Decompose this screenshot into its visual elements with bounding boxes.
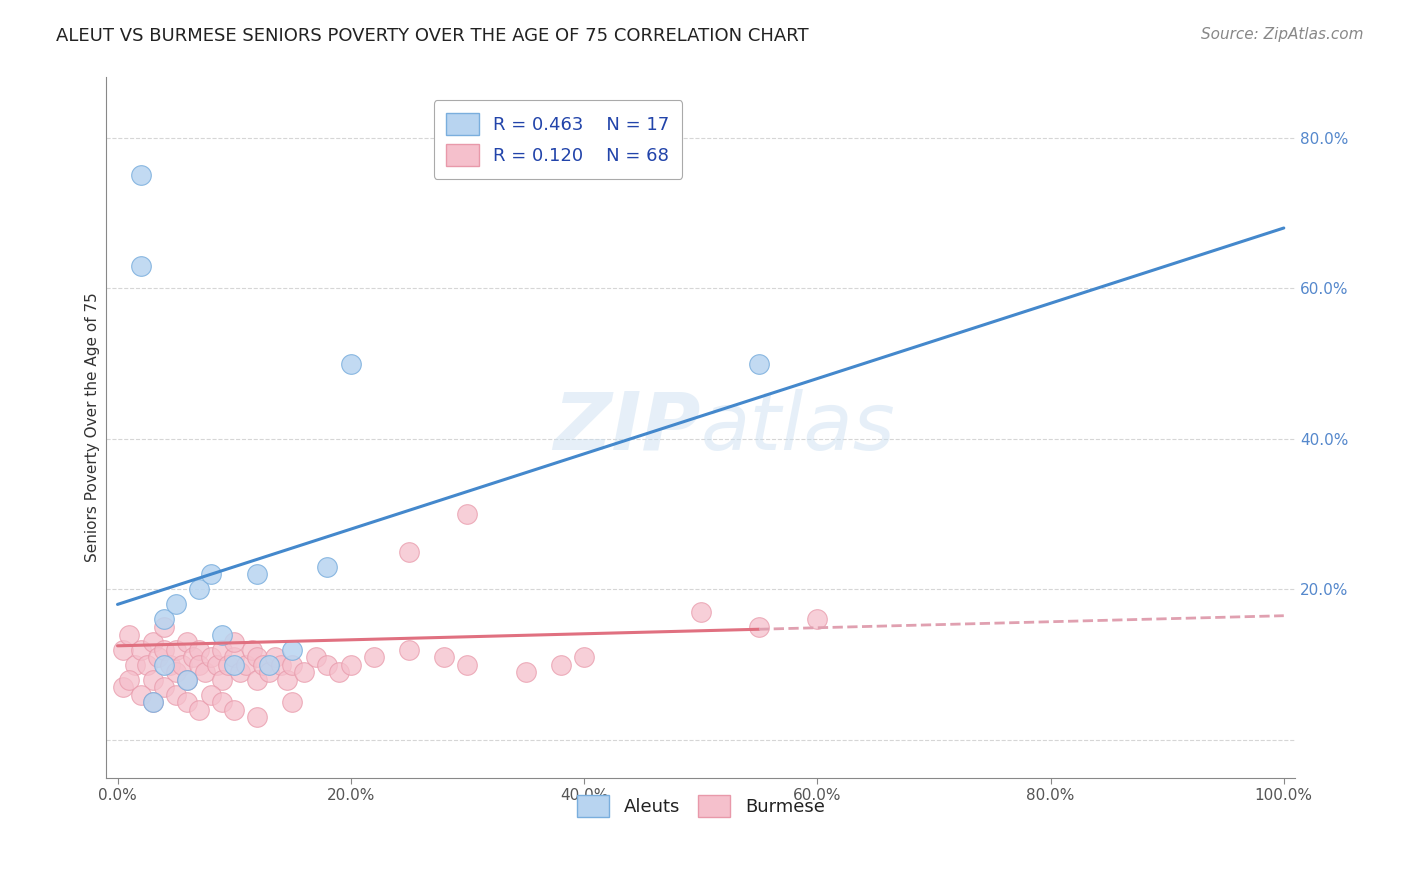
Point: [257, 657, 280, 672]
Point: [456, 657, 478, 672]
Point: [188, 657, 211, 672]
Point: [211, 673, 233, 687]
Point: [176, 695, 198, 709]
Point: [129, 642, 152, 657]
Point: [224, 657, 246, 672]
Text: ZIP: ZIP: [554, 389, 700, 467]
Point: [118, 673, 141, 687]
Point: [176, 673, 198, 687]
Point: [165, 688, 187, 702]
Point: [153, 680, 176, 694]
Point: [194, 665, 217, 680]
Point: [188, 703, 211, 717]
Point: [572, 650, 595, 665]
Point: [246, 650, 269, 665]
Point: [188, 582, 211, 597]
Point: [124, 657, 146, 672]
Point: [270, 657, 292, 672]
Point: [246, 673, 269, 687]
Point: [159, 657, 181, 672]
Point: [316, 559, 339, 574]
Point: [339, 657, 361, 672]
Y-axis label: Seniors Poverty Over the Age of 75: Seniors Poverty Over the Age of 75: [86, 293, 100, 562]
Point: [240, 642, 263, 657]
Point: [224, 703, 246, 717]
Point: [224, 635, 246, 649]
Point: [170, 657, 193, 672]
Point: [112, 642, 135, 657]
Text: atlas: atlas: [700, 389, 896, 467]
Point: [205, 657, 228, 672]
Point: [141, 695, 163, 709]
Point: [398, 642, 420, 657]
Point: [183, 650, 205, 665]
Point: [165, 642, 187, 657]
Point: [316, 657, 339, 672]
Point: [235, 657, 257, 672]
Point: [398, 545, 420, 559]
Point: [281, 642, 304, 657]
Point: [176, 635, 198, 649]
Point: [748, 357, 770, 371]
Point: [165, 665, 187, 680]
Point: [129, 259, 152, 273]
Point: [200, 650, 222, 665]
Point: [211, 695, 233, 709]
Point: [200, 567, 222, 582]
Point: [246, 567, 269, 582]
Point: [281, 657, 304, 672]
Point: [257, 665, 280, 680]
Point: [112, 680, 135, 694]
Point: [550, 657, 572, 672]
Point: [264, 650, 287, 665]
Point: [339, 357, 361, 371]
Point: [135, 657, 157, 672]
Point: [292, 665, 315, 680]
Legend: Aleuts, Burmese: Aleuts, Burmese: [569, 788, 832, 824]
Point: [328, 665, 350, 680]
Point: [148, 650, 170, 665]
Point: [141, 635, 163, 649]
Point: [748, 620, 770, 634]
Point: [165, 598, 187, 612]
Point: [276, 673, 298, 687]
Point: [141, 673, 163, 687]
Point: [129, 169, 152, 183]
Point: [129, 688, 152, 702]
Text: ALEUT VS BURMESE SENIORS POVERTY OVER THE AGE OF 75 CORRELATION CHART: ALEUT VS BURMESE SENIORS POVERTY OVER TH…: [56, 27, 808, 45]
Text: Source: ZipAtlas.com: Source: ZipAtlas.com: [1201, 27, 1364, 42]
Point: [252, 657, 274, 672]
Point: [363, 650, 385, 665]
Point: [689, 605, 711, 619]
Point: [456, 507, 478, 521]
Point: [211, 627, 233, 641]
Point: [229, 665, 252, 680]
Point: [176, 673, 198, 687]
Point: [141, 695, 163, 709]
Point: [153, 642, 176, 657]
Point: [281, 695, 304, 709]
Point: [153, 657, 176, 672]
Point: [433, 650, 456, 665]
Point: [118, 627, 141, 641]
Point: [246, 710, 269, 724]
Point: [224, 650, 246, 665]
Point: [806, 612, 828, 626]
Point: [515, 665, 537, 680]
Point: [188, 642, 211, 657]
Point: [217, 657, 239, 672]
Point: [211, 642, 233, 657]
Point: [153, 620, 176, 634]
Point: [153, 612, 176, 626]
Point: [305, 650, 328, 665]
Point: [200, 688, 222, 702]
